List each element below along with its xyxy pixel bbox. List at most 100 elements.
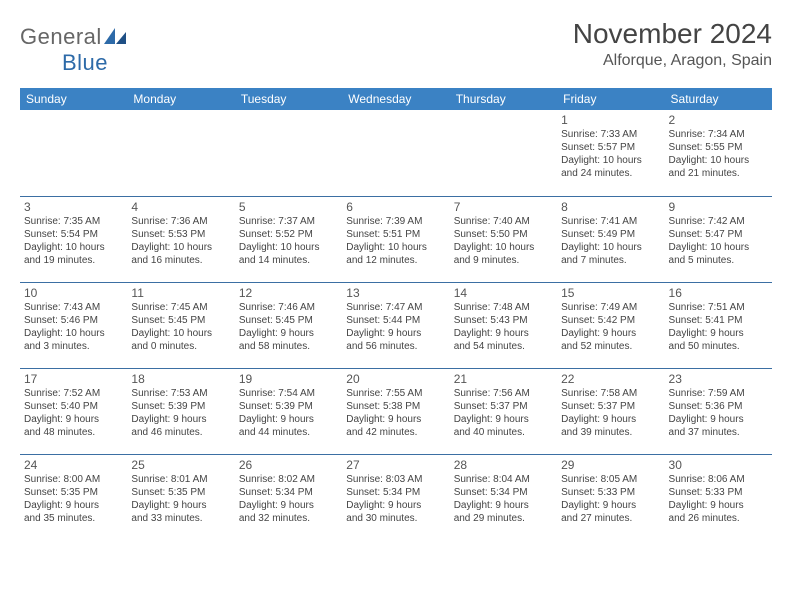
calendar-header-row: SundayMondayTuesdayWednesdayThursdayFrid… [20,88,772,110]
weekday-header: Friday [557,88,664,110]
calendar-day-cell: 4Sunrise: 7:36 AMSunset: 5:53 PMDaylight… [127,196,234,282]
calendar-day-cell: 29Sunrise: 8:05 AMSunset: 5:33 PMDayligh… [557,454,664,540]
day-line-d2: and 37 minutes. [669,426,768,439]
day-line-d1: Daylight: 9 hours [239,413,338,426]
title-block: November 2024 Alforque, Aragon, Spain [573,18,772,70]
day-number: 6 [346,200,445,214]
logo-text: General Blue [20,24,128,76]
day-number: 10 [24,286,123,300]
calendar-empty-cell [450,110,557,196]
day-line-d1: Daylight: 10 hours [24,241,123,254]
day-line-sr: Sunrise: 8:00 AM [24,473,123,486]
day-detail: Sunrise: 7:36 AMSunset: 5:53 PMDaylight:… [131,215,230,267]
day-detail: Sunrise: 8:02 AMSunset: 5:34 PMDaylight:… [239,473,338,525]
day-detail: Sunrise: 7:47 AMSunset: 5:44 PMDaylight:… [346,301,445,353]
day-number: 13 [346,286,445,300]
day-line-sr: Sunrise: 7:48 AM [454,301,553,314]
calendar-week-row: 17Sunrise: 7:52 AMSunset: 5:40 PMDayligh… [20,368,772,454]
day-line-ss: Sunset: 5:33 PM [669,486,768,499]
day-line-d2: and 19 minutes. [24,254,123,267]
day-number: 14 [454,286,553,300]
day-line-d1: Daylight: 9 hours [239,327,338,340]
day-line-d2: and 39 minutes. [561,426,660,439]
day-line-d1: Daylight: 10 hours [561,241,660,254]
logo-general: General [20,24,102,49]
day-detail: Sunrise: 8:01 AMSunset: 5:35 PMDaylight:… [131,473,230,525]
logo: General Blue [20,24,128,76]
day-detail: Sunrise: 7:41 AMSunset: 5:49 PMDaylight:… [561,215,660,267]
day-detail: Sunrise: 7:37 AMSunset: 5:52 PMDaylight:… [239,215,338,267]
day-detail: Sunrise: 7:51 AMSunset: 5:41 PMDaylight:… [669,301,768,353]
calendar-day-cell: 15Sunrise: 7:49 AMSunset: 5:42 PMDayligh… [557,282,664,368]
day-line-sr: Sunrise: 7:42 AM [669,215,768,228]
day-line-d1: Daylight: 10 hours [24,327,123,340]
calendar-body: 1Sunrise: 7:33 AMSunset: 5:57 PMDaylight… [20,110,772,540]
day-line-d2: and 54 minutes. [454,340,553,353]
day-detail: Sunrise: 7:39 AMSunset: 5:51 PMDaylight:… [346,215,445,267]
calendar-day-cell: 11Sunrise: 7:45 AMSunset: 5:45 PMDayligh… [127,282,234,368]
day-detail: Sunrise: 7:49 AMSunset: 5:42 PMDaylight:… [561,301,660,353]
location-text: Alforque, Aragon, Spain [573,52,772,70]
day-line-ss: Sunset: 5:57 PM [561,141,660,154]
day-detail: Sunrise: 7:54 AMSunset: 5:39 PMDaylight:… [239,387,338,439]
day-line-sr: Sunrise: 7:49 AM [561,301,660,314]
day-line-d1: Daylight: 9 hours [346,413,445,426]
day-line-ss: Sunset: 5:34 PM [454,486,553,499]
day-line-d2: and 52 minutes. [561,340,660,353]
day-line-d2: and 44 minutes. [239,426,338,439]
calendar-day-cell: 24Sunrise: 8:00 AMSunset: 5:35 PMDayligh… [20,454,127,540]
day-line-d2: and 58 minutes. [239,340,338,353]
day-line-d1: Daylight: 9 hours [346,327,445,340]
logo-blue: Blue [62,50,108,75]
day-line-ss: Sunset: 5:55 PM [669,141,768,154]
day-number: 3 [24,200,123,214]
day-number: 2 [669,113,768,127]
day-line-sr: Sunrise: 7:52 AM [24,387,123,400]
calendar-week-row: 3Sunrise: 7:35 AMSunset: 5:54 PMDaylight… [20,196,772,282]
day-line-d1: Daylight: 9 hours [131,499,230,512]
day-line-d1: Daylight: 10 hours [131,241,230,254]
calendar-day-cell: 19Sunrise: 7:54 AMSunset: 5:39 PMDayligh… [235,368,342,454]
calendar-day-cell: 13Sunrise: 7:47 AMSunset: 5:44 PMDayligh… [342,282,449,368]
day-line-ss: Sunset: 5:39 PM [131,400,230,413]
day-line-sr: Sunrise: 8:04 AM [454,473,553,486]
day-line-sr: Sunrise: 7:58 AM [561,387,660,400]
day-line-sr: Sunrise: 8:05 AM [561,473,660,486]
calendar-day-cell: 28Sunrise: 8:04 AMSunset: 5:34 PMDayligh… [450,454,557,540]
day-detail: Sunrise: 7:33 AMSunset: 5:57 PMDaylight:… [561,128,660,180]
day-line-d1: Daylight: 10 hours [454,241,553,254]
day-detail: Sunrise: 8:06 AMSunset: 5:33 PMDaylight:… [669,473,768,525]
day-line-ss: Sunset: 5:34 PM [239,486,338,499]
day-line-d1: Daylight: 9 hours [669,413,768,426]
day-number: 17 [24,372,123,386]
day-line-d1: Daylight: 10 hours [131,327,230,340]
calendar-empty-cell [127,110,234,196]
day-number: 22 [561,372,660,386]
day-detail: Sunrise: 7:43 AMSunset: 5:46 PMDaylight:… [24,301,123,353]
day-line-sr: Sunrise: 7:36 AM [131,215,230,228]
day-line-d2: and 21 minutes. [669,167,768,180]
calendar-empty-cell [20,110,127,196]
day-line-ss: Sunset: 5:54 PM [24,228,123,241]
day-detail: Sunrise: 7:58 AMSunset: 5:37 PMDaylight:… [561,387,660,439]
day-number: 20 [346,372,445,386]
day-number: 12 [239,286,338,300]
day-line-d1: Daylight: 9 hours [561,413,660,426]
day-line-d2: and 48 minutes. [24,426,123,439]
day-line-d2: and 40 minutes. [454,426,553,439]
day-number: 15 [561,286,660,300]
day-line-sr: Sunrise: 7:45 AM [131,301,230,314]
day-detail: Sunrise: 7:59 AMSunset: 5:36 PMDaylight:… [669,387,768,439]
day-line-sr: Sunrise: 8:02 AM [239,473,338,486]
day-detail: Sunrise: 7:56 AMSunset: 5:37 PMDaylight:… [454,387,553,439]
day-line-d2: and 26 minutes. [669,512,768,525]
day-line-d2: and 5 minutes. [669,254,768,267]
month-title: November 2024 [573,18,772,50]
day-detail: Sunrise: 7:34 AMSunset: 5:55 PMDaylight:… [669,128,768,180]
day-line-d2: and 33 minutes. [131,512,230,525]
day-line-d1: Daylight: 10 hours [669,241,768,254]
day-number: 7 [454,200,553,214]
day-number: 24 [24,458,123,472]
calendar-day-cell: 10Sunrise: 7:43 AMSunset: 5:46 PMDayligh… [20,282,127,368]
day-line-d2: and 3 minutes. [24,340,123,353]
